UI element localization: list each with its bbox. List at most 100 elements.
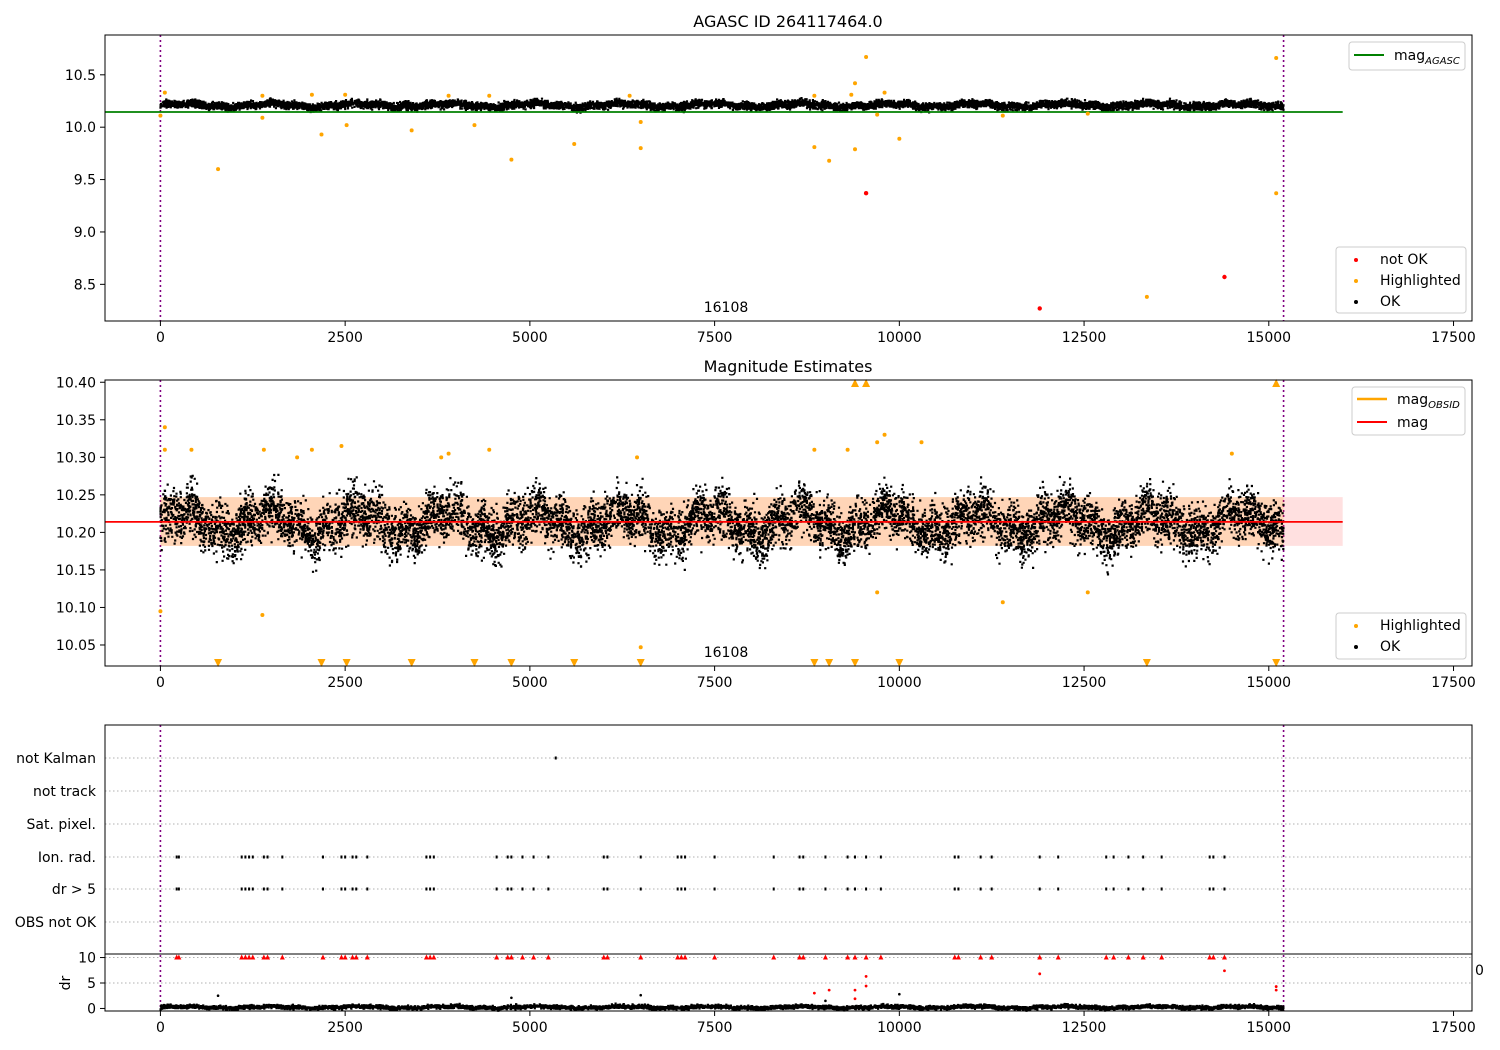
- flag-event: [355, 887, 358, 891]
- flag-event: [1223, 887, 1226, 891]
- flag-event: [602, 855, 605, 859]
- highlighted-point: [295, 455, 300, 460]
- flag-event: [366, 887, 369, 891]
- highlighted-point: [919, 440, 924, 445]
- legend-not-ok-marker: [1354, 258, 1358, 262]
- legend2-ok-marker: [1354, 645, 1358, 649]
- flag-event: [495, 887, 498, 891]
- flag-event: [1105, 887, 1108, 891]
- flag-event: [1212, 855, 1215, 859]
- highlighted-up-arrow: [862, 379, 871, 387]
- flag-event: [680, 887, 683, 891]
- legend2-ok-label: OK: [1380, 639, 1401, 655]
- flag-event: [521, 887, 524, 891]
- dr-capped-arrow: [265, 954, 271, 960]
- legend-highlighted-label: Highlighted: [1380, 273, 1461, 289]
- legend-mag-label: mag: [1397, 415, 1428, 431]
- highlighted-down-arrow: [317, 659, 326, 667]
- dr-y-tick-label: 0: [87, 1001, 96, 1017]
- x-tick-label: 10000: [877, 330, 922, 346]
- legend-ok-marker: [1354, 300, 1358, 304]
- flag-event: [554, 756, 557, 760]
- flag-event: [1223, 855, 1226, 859]
- panel2-obsid-label: 16108: [704, 645, 749, 661]
- highlighted-point: [1229, 451, 1234, 456]
- dr-outlier: [639, 993, 643, 997]
- flag-event: [979, 887, 982, 891]
- panel2-plot-area: [100, 379, 1473, 671]
- flag-event: [824, 887, 827, 891]
- panel2-y-tick-labels: 10.05 10.10 10.15 10.20 10.25 10.30 10.35 10.40: [56, 375, 96, 654]
- highlighted-point: [509, 157, 514, 162]
- panel1-y-tick-labels: 8.5 9.0 9.5 10.0 10.5: [65, 68, 96, 294]
- highlighted-down-arrow: [810, 659, 819, 667]
- y-tick-label: 9.5: [74, 173, 96, 189]
- highlighted-point: [472, 123, 477, 128]
- flag-event: [251, 855, 254, 859]
- flag-event: [340, 887, 343, 891]
- panel2-x-tick-labels: 0 2500 5000 7500 10000 12500 15000 17500: [156, 675, 1476, 691]
- x-tick-label: 15000: [1247, 330, 1292, 346]
- dr-capped-arrow: [505, 954, 511, 960]
- flag-event: [248, 855, 251, 859]
- magnitude-estimates-panel: Magnitude Estimates 16108 10.05 10.10 10.1…: [56, 357, 1476, 691]
- dr-capped-arrow: [320, 954, 326, 960]
- dr-capped-arrow: [845, 954, 851, 960]
- highlighted-point: [572, 141, 577, 146]
- legend-mag-agasc-label: magAGASC: [1394, 48, 1460, 67]
- highlighted-point: [162, 447, 167, 452]
- dr-capped-arrow: [1111, 954, 1117, 960]
- flag-event: [281, 855, 284, 859]
- flag-event: [713, 887, 716, 891]
- highlighted-point: [812, 145, 817, 150]
- dr-capped-arrow: [955, 954, 961, 960]
- y-tick-label: 10.40: [56, 375, 96, 391]
- highlighted-point: [409, 128, 414, 133]
- dr-capped-arrow: [494, 954, 500, 960]
- y-tick-label: 10.15: [56, 563, 96, 579]
- highlighted-point: [638, 645, 643, 650]
- flag-event: [846, 887, 849, 891]
- highlighted-down-arrow: [1142, 659, 1151, 667]
- highlighted-point: [849, 92, 854, 97]
- flag-event: [1142, 887, 1145, 891]
- panel1-obsid-label: 16108: [704, 300, 749, 316]
- dr-capped-arrow: [1210, 954, 1216, 960]
- x-tick-label: 15000: [1247, 675, 1292, 691]
- flag-event: [606, 887, 609, 891]
- highlighted-point: [1274, 191, 1279, 196]
- flag-event: [366, 855, 369, 859]
- y-tick-label: 10.35: [56, 413, 96, 429]
- x-tick-label: 10000: [877, 675, 922, 691]
- flag-event: [244, 855, 247, 859]
- highlighted-point: [261, 447, 266, 452]
- highlighted-point: [638, 119, 643, 124]
- x-tick-label: 15000: [1247, 1020, 1292, 1036]
- highlighted-point: [875, 590, 880, 595]
- flag-event: [321, 855, 324, 859]
- y-tick-label: 10.25: [56, 488, 96, 504]
- flag-event: [772, 887, 775, 891]
- dr-outlier: [510, 996, 513, 1000]
- dr-y-tick-label: 10: [78, 951, 96, 967]
- panel2-legend-status: Highlighted OK: [1335, 612, 1467, 660]
- flag-event: [432, 887, 435, 891]
- x-tick-label: 7500: [697, 330, 733, 346]
- highlighted-point: [162, 425, 167, 430]
- flag-event: [879, 855, 882, 859]
- highlighted-point: [853, 147, 858, 152]
- highlighted-point: [875, 440, 880, 445]
- flag-event: [521, 855, 524, 859]
- highlighted-down-arrow: [407, 659, 416, 667]
- flag-event: [979, 855, 982, 859]
- highlighted-point: [260, 93, 265, 98]
- panel1-legend-agasc: magAGASC: [1348, 41, 1466, 71]
- x-tick-label: 2500: [327, 675, 363, 691]
- dr-capped-arrow: [176, 954, 182, 960]
- dr-capped-arrow: [423, 954, 429, 960]
- not-ok-point: [1222, 274, 1227, 280]
- flag-event: [990, 855, 993, 859]
- dr-ok-points: [159, 1002, 1285, 1012]
- dr-red-point: [1274, 988, 1278, 992]
- highlighted-point: [812, 447, 817, 452]
